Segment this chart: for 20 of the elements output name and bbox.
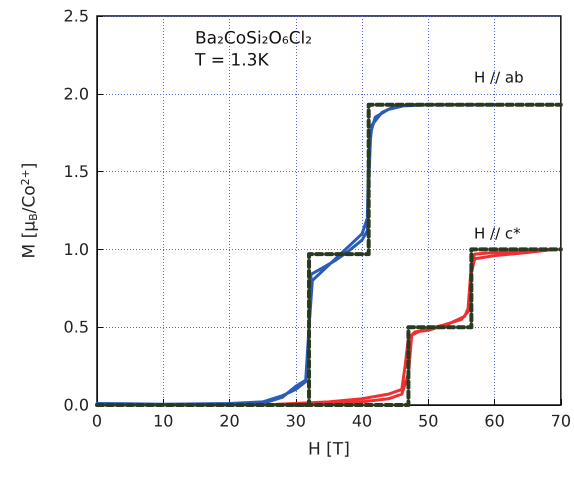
y-tick-label: 1.5 bbox=[64, 162, 89, 182]
x-tick-label: 60 bbox=[484, 412, 505, 430]
x-tick-label: 0 bbox=[92, 412, 102, 430]
x-tick-label: 40 bbox=[352, 412, 372, 430]
annotation: H // ab bbox=[474, 68, 524, 86]
y-tick-label: 2.5 bbox=[64, 6, 89, 26]
annotation: H // c* bbox=[474, 224, 522, 242]
x-tick-label: 10 bbox=[153, 412, 174, 430]
x-tick-label: 70 bbox=[550, 412, 571, 430]
x-tick-label: 50 bbox=[418, 412, 438, 430]
x-tick-label: 30 bbox=[286, 412, 306, 430]
x-tick-label: 20 bbox=[219, 412, 240, 430]
y-tick-label: 2.0 bbox=[64, 84, 89, 104]
y-tick-label: 0.5 bbox=[64, 318, 89, 337]
y-tick-label: 0.0 bbox=[64, 396, 89, 414]
y-tick-label: 1.0 bbox=[64, 240, 89, 259]
y-axis-title: M [μB/Co2+] bbox=[19, 162, 40, 258]
x-axis-title: H [T] bbox=[308, 440, 350, 460]
annotation: Ba₂CoSi₂O₆Cl₂ bbox=[195, 28, 312, 48]
annotation: T = 1.3K bbox=[194, 50, 270, 70]
